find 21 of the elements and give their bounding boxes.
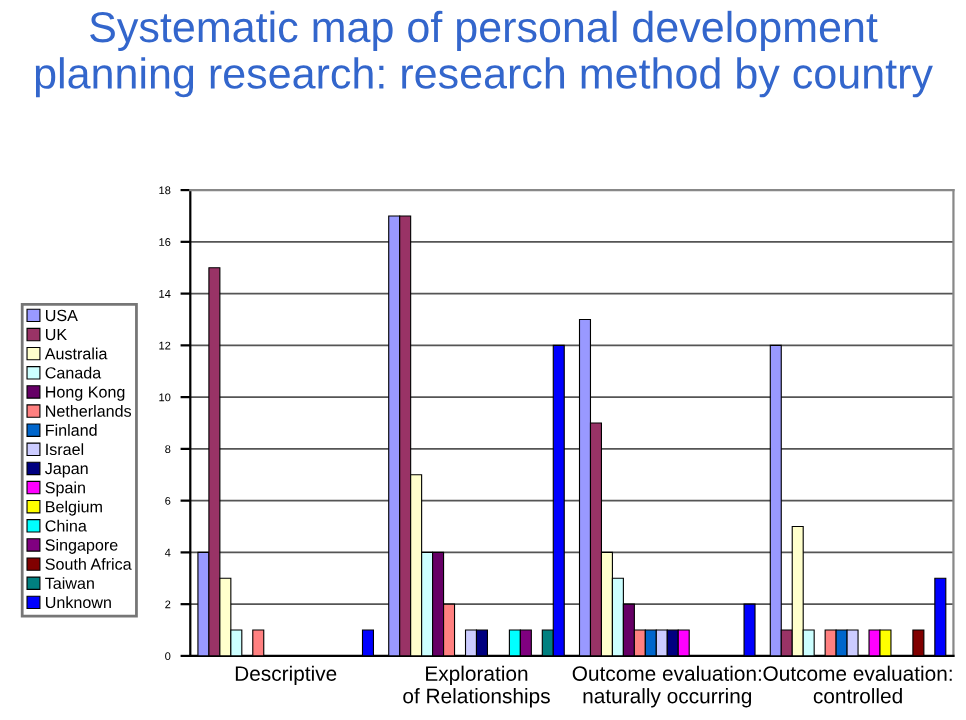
x-tick-label: Exploration of Relationships: [403, 665, 550, 708]
legend-label: Hong Kong: [46, 386, 125, 401]
legend-label: Unknown: [46, 596, 111, 609]
legend-label: Belgium: [46, 500, 102, 516]
legend-label: Taiwan: [45, 577, 94, 589]
legend-label: Israel: [46, 443, 84, 456]
legend-label: Australia: [44, 347, 108, 360]
x-tick-label: Outcome evaluation: controlled: [763, 665, 952, 704]
legend-label: Singapore: [45, 538, 118, 554]
legend-label: Spain: [45, 481, 85, 497]
legend-label: China: [45, 519, 87, 532]
legend-label: USA: [46, 309, 78, 322]
legend-label: South Africa: [45, 558, 132, 570]
legend-label: UK: [46, 329, 67, 341]
legend-label: Canada: [45, 366, 102, 379]
x-tick-label: Outcome evaluation: naturally occurring: [572, 665, 761, 708]
legend-label: Netherlands: [46, 404, 132, 417]
chart-title: Systematic map of personal development planning research: research method by country: [35, 10, 933, 98]
legend-label: Japan: [45, 462, 88, 478]
legend-label: Finland: [46, 424, 97, 436]
x-tick-label: Descriptive: [235, 665, 337, 686]
